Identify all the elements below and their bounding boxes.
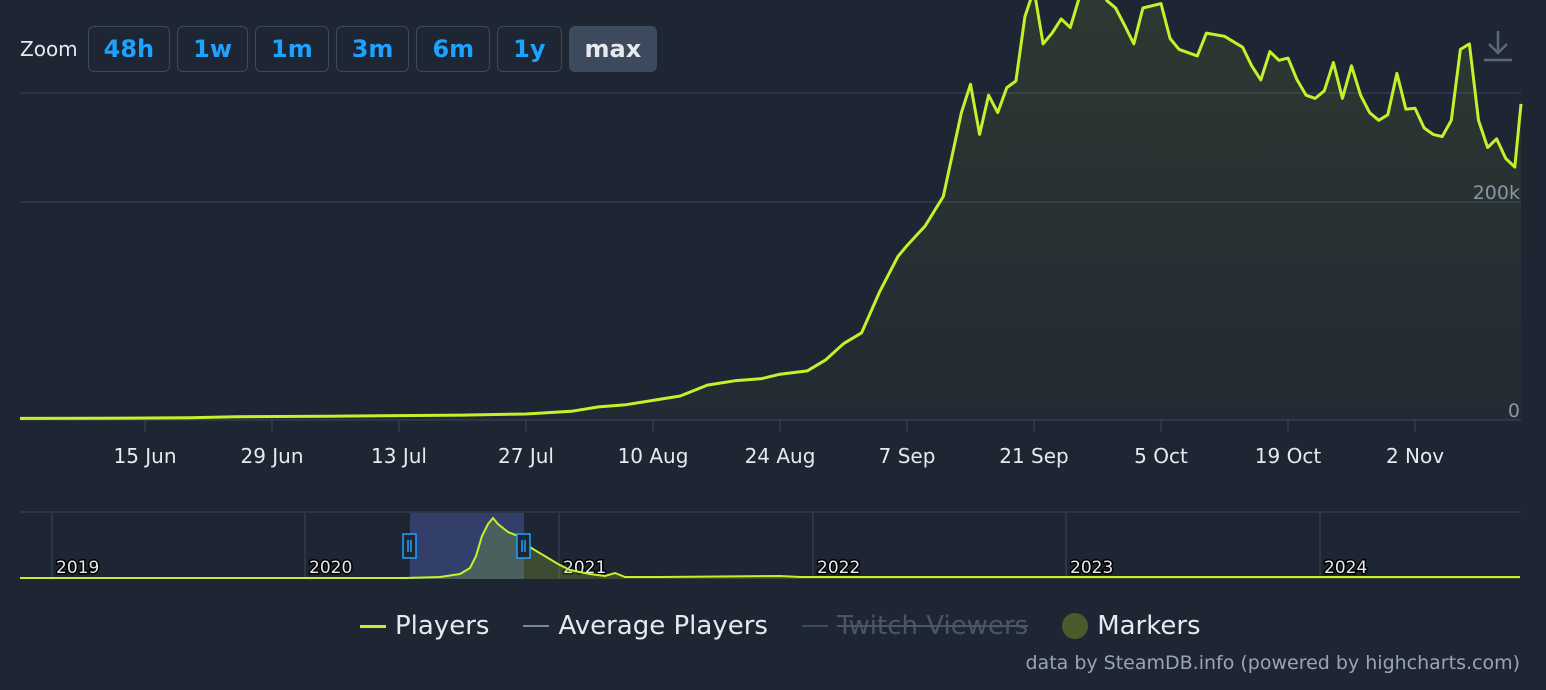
x-tick-label: 10 Aug [618,444,689,468]
zoom-1y-button[interactable]: 1y [497,26,562,72]
x-tick-label: 27 Jul [498,444,554,468]
y-tick-label: 0 [1508,400,1520,422]
navigator-year-label: 2019 [56,558,99,578]
x-tick-label: 13 Jul [371,444,427,468]
average-players-line-swatch [523,625,550,627]
legend: Players Average Players Twitch Viewers M… [360,606,1235,646]
x-tick-label: 24 Aug [745,444,816,468]
x-tick-label: 21 Sep [999,444,1069,468]
x-axis-labels: 15 Jun 29 Jun 13 Jul 27 Jul 10 Aug 24 Aug 7 Se… [113,420,1444,468]
legend-item-markers[interactable]: Markers [1062,611,1201,641]
download-icon[interactable] [1480,28,1516,64]
legend-label: Twitch Viewers [836,611,1029,641]
navigator-handle-left[interactable] [402,533,417,559]
legend-item-players[interactable]: Players [360,611,489,641]
x-tick-label: 19 Oct [1255,444,1322,468]
zoom-3m-button[interactable]: 3m [335,26,410,72]
legend-label: Markers [1097,611,1201,641]
y-axis-labels: 0200k400k [1473,182,1520,422]
legend-label: Players [395,611,490,641]
navigator-year-label: 2022 [817,558,860,578]
navigator-year-label: 2020 [309,558,352,578]
y-tick-label: 200k [1473,182,1520,204]
zoom-6m-button[interactable]: 6m [416,26,491,72]
navigator-year-label: 2023 [1070,558,1113,578]
x-tick-label: 29 Jun [240,444,303,468]
markers-dot-icon [1062,613,1089,639]
x-tick-label: 15 Jun [113,444,176,468]
players-line [19,0,1523,420]
navigator-selection[interactable] [410,513,524,579]
x-tick-label: 2 Nov [1386,444,1444,468]
x-tick-label: 5 Oct [1134,444,1188,468]
zoom-1m-button[interactable]: 1m [255,26,329,72]
zoom-label: Zoom [20,37,78,61]
x-tick-label: 7 Sep [879,444,936,468]
navigator-year-labels: 2019 2020 2021 2022 2023 2024 [51,513,1369,580]
zoom-1w-button[interactable]: 1w [177,26,249,72]
zoom-48h-button[interactable]: 48h [87,26,171,72]
navigator-series-line [20,516,1520,579]
players-line-swatch [360,624,386,628]
navigator-series [20,518,1520,579]
navigator-year-label: 2024 [1324,558,1367,578]
legend-label: Average Players [558,611,768,641]
legend-item-twitch-viewers[interactable]: Twitch Viewers [801,611,1029,641]
legend-item-average-players[interactable]: Average Players [523,611,768,641]
zoom-bar: Zoom 48h 1w 1m 3m 6m 1y max [20,25,664,73]
navigator[interactable]: 2019 2020 2021 2022 2023 2024 [20,511,1521,580]
twitch-viewers-line-swatch [801,625,828,627]
zoom-max-button[interactable]: max [568,26,658,72]
navigator-year-label: 2021 [563,558,606,578]
players-area [20,0,1521,420]
credits[interactable]: data by SteamDB.info (powered by highcha… [1025,652,1520,674]
navigator-handle-right[interactable] [516,533,531,559]
